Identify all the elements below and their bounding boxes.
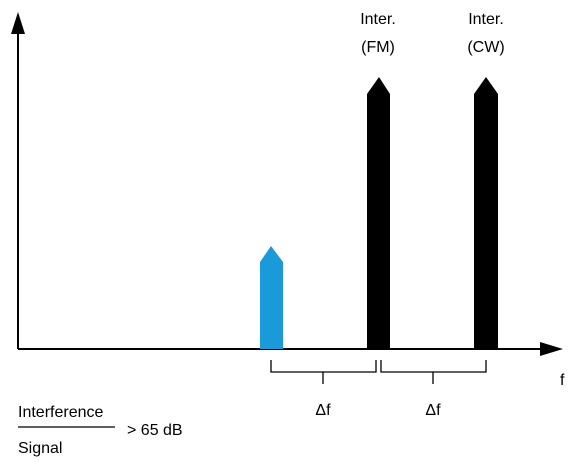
interferer-fm-label-line1: Inter. — [360, 11, 396, 28]
interferer-cw-bar — [474, 77, 498, 349]
y-axis-arrowhead — [11, 12, 25, 34]
spacing-bracket-2 — [380, 360, 487, 384]
delta-f-label-2: Δf — [425, 402, 441, 419]
interferer-cw-label-line2: (CW) — [467, 39, 504, 56]
interferer-cw-label-line1: Inter. — [468, 11, 504, 28]
x-axis-arrowhead — [540, 342, 563, 356]
ratio-denominator: Signal — [18, 440, 62, 457]
delta-f-label-1: Δf — [315, 402, 331, 419]
wanted-signal-bar — [260, 246, 283, 349]
ratio-condition: > 65 dB — [127, 422, 183, 439]
interferer-fm-bar — [367, 77, 390, 349]
spacing-bracket-1 — [270, 360, 377, 384]
interferer-fm-label-line2: (FM) — [361, 39, 395, 56]
ratio-numerator: Interference — [18, 404, 103, 421]
x-axis-label: f — [560, 372, 565, 389]
